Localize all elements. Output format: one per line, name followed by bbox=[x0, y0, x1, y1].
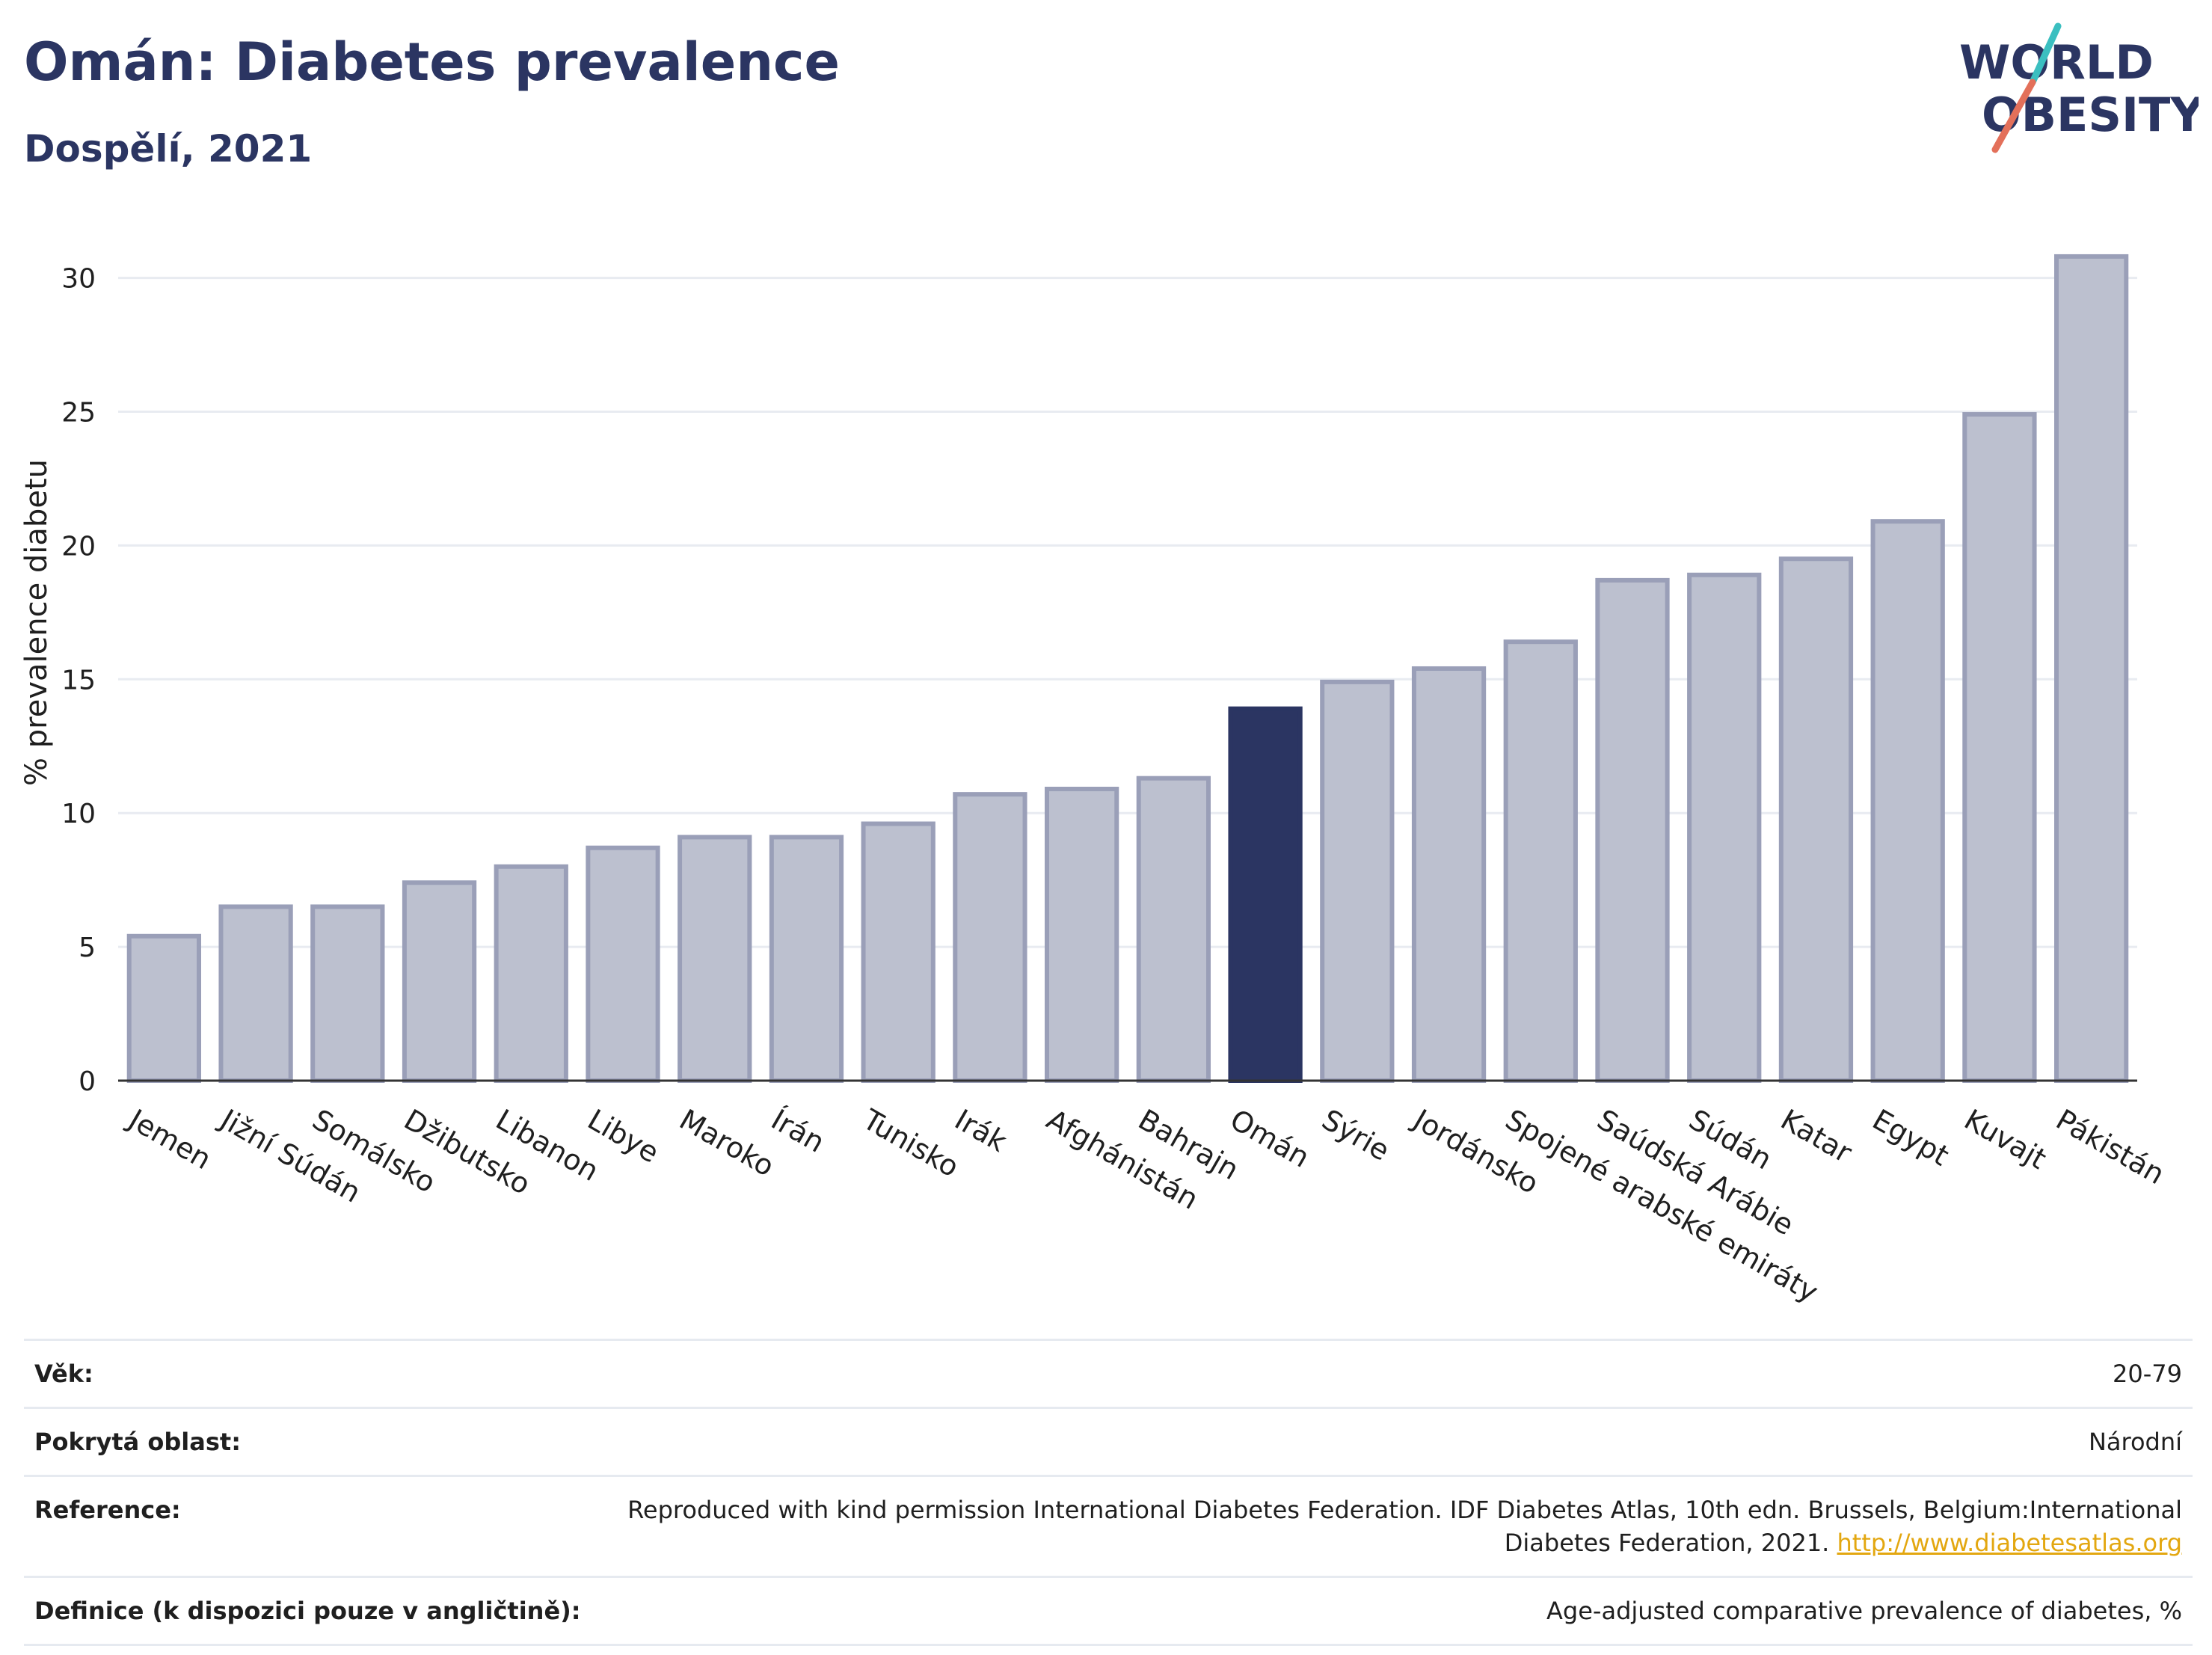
bar-Jordánsko bbox=[1414, 669, 1484, 1081]
bar-Pákistán bbox=[2056, 257, 2126, 1081]
y-tick-label: 10 bbox=[61, 799, 96, 829]
bar-Sýrie bbox=[1322, 682, 1392, 1081]
y-tick-label: 5 bbox=[79, 933, 96, 963]
y-tick-label: 20 bbox=[61, 531, 96, 562]
info-value-definition: Age-adjusted comparative prevalence of d… bbox=[592, 1577, 2193, 1645]
info-label-coverage: Pokrytá oblast: bbox=[24, 1408, 592, 1476]
bar-Súdán bbox=[1689, 575, 1759, 1081]
bar-Írán bbox=[772, 837, 841, 1081]
bar-Libye bbox=[588, 848, 657, 1081]
info-label-reference: Reference: bbox=[24, 1476, 592, 1577]
reference-link[interactable]: http://www.diabetesatlas.org bbox=[1837, 1529, 2182, 1557]
bar-Saúdská Arábie bbox=[1597, 580, 1667, 1081]
bar-Libanon bbox=[497, 867, 566, 1081]
y-axis-ticks: 0 5 10 15 20 25 30 bbox=[61, 264, 96, 1097]
info-value-age: 20-79 bbox=[592, 1340, 2193, 1408]
x-tick-label: Tunisko bbox=[857, 1102, 965, 1184]
info-value-reference: Reproduced with kind permission Internat… bbox=[592, 1476, 2193, 1577]
x-tick-label: Kuvajt bbox=[1958, 1103, 2051, 1176]
info-value-coverage: Národní bbox=[592, 1408, 2193, 1476]
bar-Kuvajt bbox=[1964, 414, 2034, 1081]
bar-Bahrajn bbox=[1139, 779, 1208, 1081]
info-table: Věk: 20-79 Pokrytá oblast: Národní Refer… bbox=[24, 1339, 2193, 1646]
bar-Tunisko bbox=[864, 824, 933, 1081]
x-tick-label: Egypt bbox=[1867, 1103, 1955, 1173]
y-axis-label: % prevalence diabetu bbox=[19, 459, 54, 786]
x-tick-label: Maroko bbox=[674, 1103, 780, 1183]
info-row-age: Věk: 20-79 bbox=[24, 1340, 2193, 1408]
chart-bars bbox=[129, 257, 2127, 1081]
x-tick-label: Sýrie bbox=[1316, 1103, 1395, 1167]
info-label-age: Věk: bbox=[24, 1340, 592, 1408]
bar-Jemen bbox=[129, 936, 199, 1081]
info-label-definition: Definice (k dispozici pouze v angličtině… bbox=[24, 1577, 592, 1645]
y-tick-label: 15 bbox=[61, 665, 96, 696]
x-tick-label: Pákistán bbox=[2050, 1103, 2170, 1191]
y-tick-label: 0 bbox=[79, 1066, 96, 1097]
bar-Džibutsko bbox=[405, 882, 474, 1081]
bar-Jižní Súdán bbox=[221, 906, 290, 1081]
y-tick-label: 25 bbox=[61, 397, 96, 428]
bar-Katar bbox=[1781, 559, 1851, 1081]
bar-Maroko bbox=[680, 837, 749, 1081]
x-tick-label: Írán bbox=[766, 1103, 830, 1159]
bar-Egypt bbox=[1873, 521, 1943, 1081]
x-tick-label: Jemen bbox=[122, 1102, 217, 1176]
x-tick-label: Irák bbox=[949, 1103, 1012, 1158]
bar-Omán bbox=[1230, 709, 1300, 1081]
bar-Somálsko bbox=[313, 906, 382, 1081]
info-row-reference: Reference: Reproduced with kind permissi… bbox=[24, 1476, 2193, 1577]
bar-Afghánistán bbox=[1047, 789, 1116, 1081]
bar-Spojené arabské emiráty bbox=[1506, 642, 1576, 1081]
y-tick-label: 30 bbox=[61, 264, 96, 295]
x-tick-label: Katar bbox=[1775, 1103, 1858, 1170]
bar-Irák bbox=[955, 794, 1024, 1081]
info-row-coverage: Pokrytá oblast: Národní bbox=[24, 1408, 2193, 1476]
info-row-definition: Definice (k dispozici pouze v angličtině… bbox=[24, 1577, 2193, 1645]
